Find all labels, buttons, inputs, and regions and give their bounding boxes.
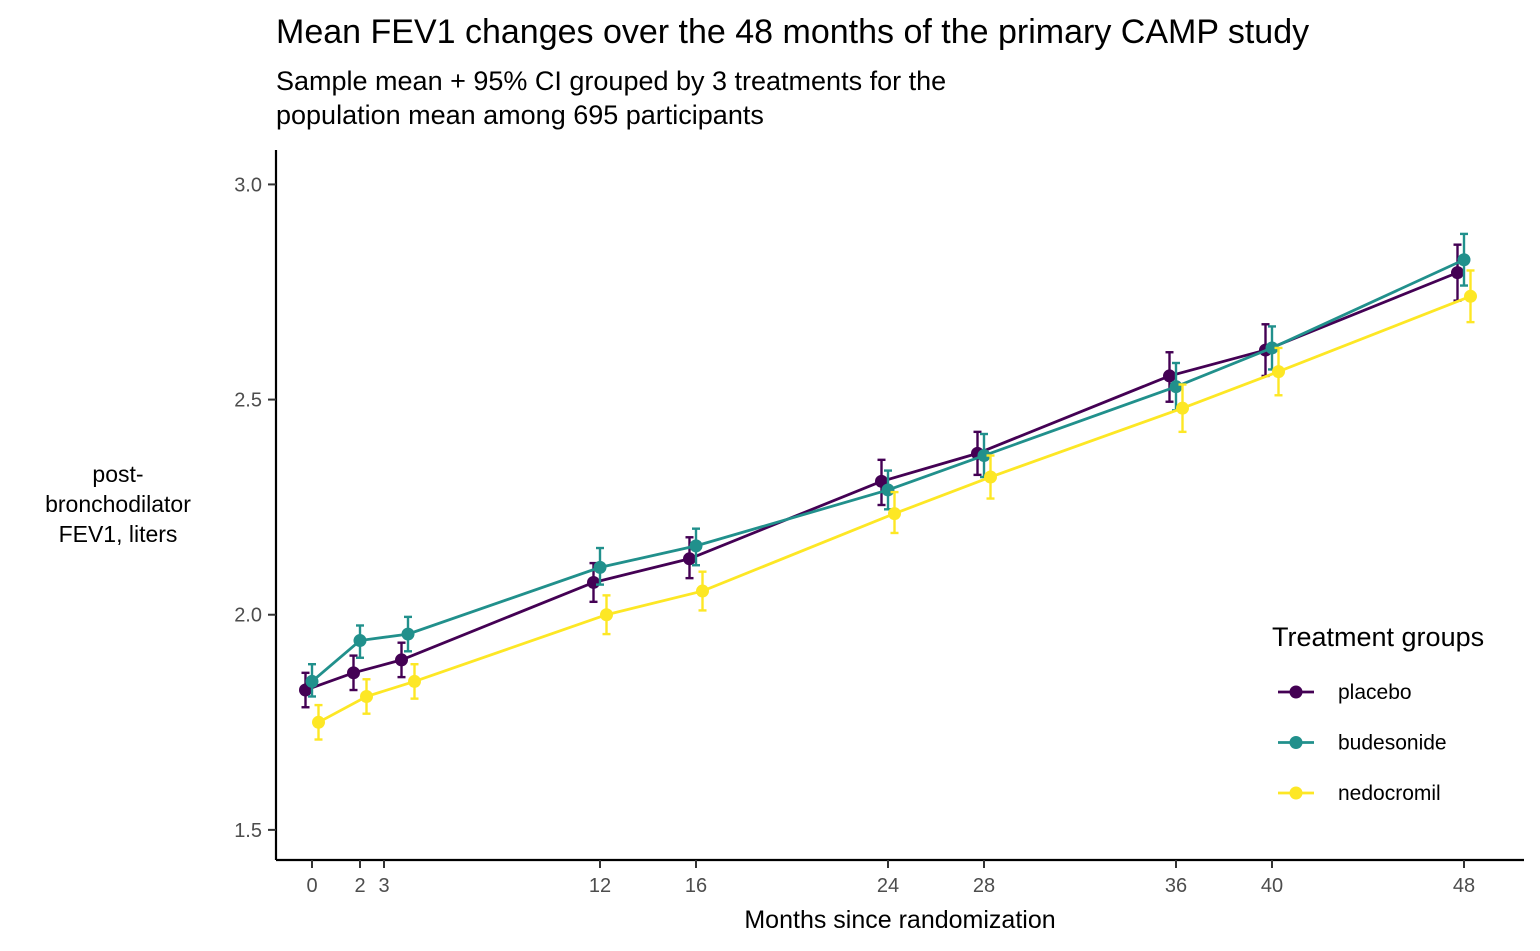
data-point [347,666,360,680]
y-tick-label: 1.5 [234,820,262,842]
x-tick-label: 48 [1453,875,1475,897]
x-tick-label: 36 [1165,875,1187,897]
legend-label: nedocromil [1338,782,1441,805]
series-line [311,258,1465,683]
series-line [317,294,1472,724]
data-point [1451,266,1464,280]
data-point [683,552,696,566]
x-tick-label: 16 [685,875,707,897]
legend-items: placebo budesonide nedocromil [1278,681,1447,805]
data-point [395,653,408,667]
y-tick-label: 3.0 [234,174,262,196]
data-point [401,627,415,641]
data-point [593,560,607,574]
legend-item-placebo: placebo [1278,681,1412,704]
x-tick-label: 0 [306,875,317,897]
legend-marker [1289,685,1303,699]
data-point [360,689,373,703]
data-point [312,715,325,729]
x-tick-label: 40 [1261,875,1283,897]
legend-title: Treatment groups [1272,622,1484,652]
data-point [689,539,703,553]
data-point [888,507,901,521]
data-point [353,634,367,648]
data-point [1169,380,1183,394]
legend-item-nedocromil: nedocromil [1278,782,1441,805]
data-point [305,674,319,688]
chart-subtitle-line-1: Sample mean + 95% CI grouped by 3 treatm… [276,66,946,96]
y-axis-label: post- bronchodilator FEV1, liters [45,461,191,547]
legend: Treatment groups placebo budesonide nedocr… [1272,622,1484,805]
legend-label: placebo [1338,681,1412,704]
data-point [696,584,709,598]
x-tick-label: 12 [589,875,611,897]
data-point [977,449,991,463]
data-point [408,674,421,688]
data-point [984,470,997,484]
y-axis-label-line-2: bronchodilator [45,491,191,517]
data-point [1272,365,1285,379]
x-tick-label: 24 [877,875,899,897]
legend-marker [1289,736,1303,749]
x-tick-label: 28 [973,875,995,897]
series-budesonide [305,232,1471,698]
legend-label: budesonide [1338,732,1447,755]
data-point [1176,401,1189,415]
chart-title: Mean FEV1 changes over the 48 months of … [276,13,1309,51]
data-point [1464,289,1477,303]
x-axis-label: Months since randomization [744,906,1055,934]
data-point [587,575,600,589]
series-nedocromil [312,269,1477,741]
chart-subtitle-line-2: population mean among 695 participants [276,100,764,130]
series-layer [299,232,1477,741]
y-axis-label-line-1: post- [92,461,143,487]
axes: 1.5 2.0 2.5 3.0 0 2 3 12 16 24 28 36 40 48 [234,150,1524,897]
x-tick-label: 3 [378,875,389,897]
x-tick-label: 2 [354,875,365,897]
data-point [600,608,613,622]
y-tick-label: 2.0 [234,605,262,627]
y-axis-label-line-3: FEV1, liters [59,521,178,547]
legend-marker [1289,786,1303,800]
y-tick-label: 2.5 [234,390,262,412]
data-point [1457,253,1471,267]
data-point [1265,341,1279,355]
data-point [881,483,895,497]
legend-item-budesonide: budesonide [1278,732,1447,755]
data-point [1163,369,1176,383]
